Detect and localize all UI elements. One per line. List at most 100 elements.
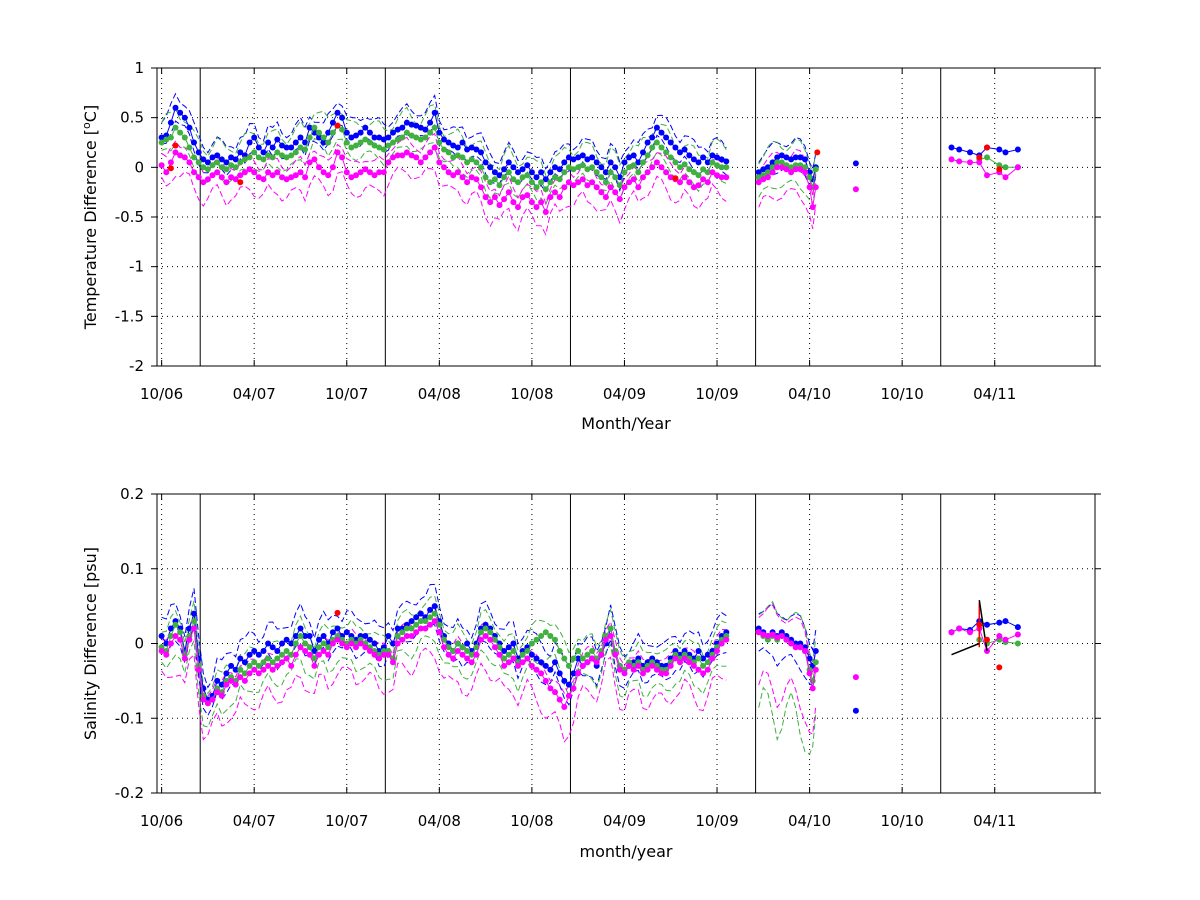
data-point: [292, 640, 299, 647]
data-point: [204, 176, 211, 183]
data-point: [802, 156, 808, 163]
data-point: [279, 659, 285, 666]
data-point: [292, 172, 299, 179]
data-point: [353, 172, 359, 179]
data-point: [556, 166, 563, 173]
data-point: [695, 655, 702, 662]
data-point: [515, 169, 521, 176]
data-point: [366, 129, 373, 136]
data-point: [329, 119, 336, 126]
data-point: [385, 633, 392, 639]
data-point: [635, 184, 642, 191]
data-point: [852, 186, 859, 193]
data-point: [700, 166, 707, 173]
data-point: [172, 633, 179, 639]
data-point: [589, 179, 596, 186]
data-point: [191, 625, 197, 632]
data-point: [538, 670, 545, 677]
data-point: [565, 662, 572, 669]
data-point: [394, 136, 401, 143]
y-tick-label: 0.5: [120, 109, 144, 127]
data-point: [482, 194, 489, 201]
data-point: [371, 172, 378, 179]
data-point: [251, 659, 258, 666]
data-point: [422, 625, 429, 632]
data-point: [329, 129, 336, 136]
data-point: [209, 172, 216, 179]
data-point: [700, 662, 707, 669]
data-point: [385, 159, 392, 166]
segment-line: [951, 642, 980, 656]
data-point: [589, 655, 596, 662]
data-point: [967, 629, 973, 636]
data-point: [181, 655, 188, 662]
x-tick-label: 04/11: [973, 812, 1016, 830]
data-point: [325, 644, 332, 651]
data-point: [976, 154, 983, 161]
data-point: [274, 648, 281, 654]
data-point: [570, 670, 577, 677]
data-point: [774, 154, 781, 161]
data-point: [533, 655, 540, 662]
data-point: [158, 633, 165, 639]
data-point: [552, 689, 558, 696]
data-point: [450, 154, 457, 161]
y-axis-label: Salinity Difference [psu]: [81, 547, 100, 740]
data-point: [579, 655, 586, 662]
data-point: [274, 655, 281, 662]
data-point: [769, 169, 776, 176]
data-point: [579, 152, 586, 159]
data-point: [686, 166, 693, 173]
data-point: [209, 154, 216, 161]
data-point: [265, 169, 272, 176]
data-point: [348, 144, 355, 151]
data-point: [778, 633, 785, 639]
data-point: [565, 164, 572, 171]
data-point: [422, 134, 429, 141]
data-point: [501, 662, 508, 669]
data-point: [547, 666, 554, 673]
data-point: [778, 164, 785, 171]
data-point: [644, 169, 651, 176]
envelope-line: [758, 604, 817, 673]
data-point: [237, 655, 244, 662]
data-point: [390, 154, 396, 161]
data-point: [561, 159, 568, 166]
data-point: [487, 629, 494, 636]
data-point: [186, 144, 193, 151]
data-point: [431, 610, 438, 617]
data-point: [524, 655, 531, 662]
data-point: [547, 685, 554, 692]
data-point: [214, 152, 221, 159]
data-point: [672, 655, 679, 662]
data-point: [788, 156, 795, 163]
data-point: [468, 659, 475, 666]
data-point: [431, 109, 438, 116]
x-tick-label: 04/10: [788, 812, 831, 830]
data-point: [362, 644, 369, 651]
x-tick-label: 10/09: [695, 385, 738, 403]
data-point: [764, 169, 771, 176]
data-point: [297, 633, 304, 639]
data-point: [769, 631, 776, 638]
data-point: [431, 618, 438, 625]
data-point: [700, 655, 707, 662]
data-point: [255, 662, 262, 669]
data-point: [996, 146, 1003, 153]
data-point: [491, 636, 498, 643]
data-point: [473, 651, 480, 658]
data-point: [167, 640, 174, 647]
series-line: [161, 605, 727, 701]
data-point: [172, 149, 179, 156]
data-point: [487, 636, 494, 643]
x-tick-label: 04/07: [233, 812, 276, 830]
data-point: [584, 651, 591, 658]
data-point: [177, 152, 184, 159]
data-point: [353, 132, 359, 139]
data-point: [297, 169, 304, 176]
data-point: [621, 169, 628, 176]
data-point: [464, 648, 471, 654]
data-point: [814, 149, 821, 156]
data-point: [806, 184, 813, 191]
data-point: [436, 139, 443, 146]
